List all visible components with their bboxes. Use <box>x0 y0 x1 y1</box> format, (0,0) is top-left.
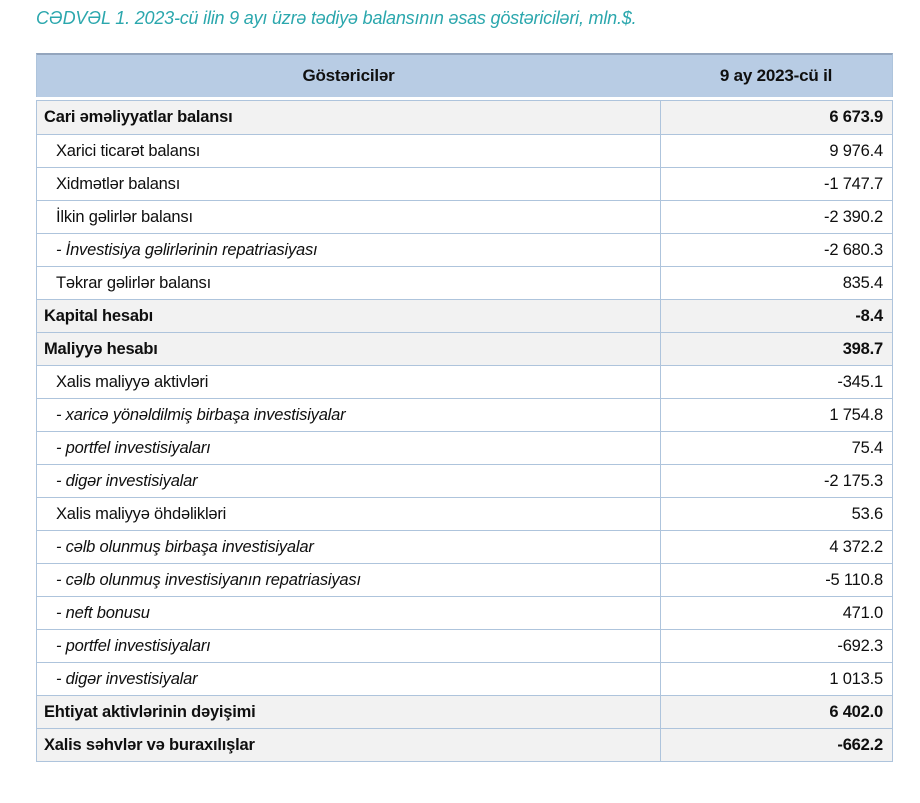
table-row: - portfel investisiyaları -692.3 <box>37 629 892 662</box>
table-row: Xalis maliyyə öhdəlikləri 53.6 <box>37 497 892 530</box>
table-row: Xalis maliyyə aktivləri -345.1 <box>37 365 892 398</box>
row-value: 471.0 <box>660 597 892 629</box>
row-label: Maliyyə hesabı <box>44 339 158 358</box>
row-label: Xalis səhvlər və buraxılışlar <box>44 735 255 754</box>
column-header-indicators: Göstəricilər <box>302 66 395 85</box>
table-header-row: Göstəricilər 9 ay 2023-cü il <box>36 53 893 97</box>
table-row: Ehtiyat aktivlərinin dəyişimi 6 402.0 <box>37 695 892 728</box>
row-value: 9 976.4 <box>660 135 892 167</box>
table-row: Cari əməliyyatlar balansı 6 673.9 <box>37 101 892 134</box>
table-body: Cari əməliyyatlar balansı 6 673.9 Xarici t… <box>36 100 893 762</box>
row-value: -692.3 <box>660 630 892 662</box>
row-value: 6 402.0 <box>660 696 892 728</box>
row-value: -2 390.2 <box>660 201 892 233</box>
row-value: -2 175.3 <box>660 465 892 497</box>
table-row: Xarici ticarət balansı 9 976.4 <box>37 134 892 167</box>
table-row: Maliyyə hesabı 398.7 <box>37 332 892 365</box>
row-label: Ehtiyat aktivlərinin dəyişimi <box>44 702 256 721</box>
row-label: - portfel investisiyaları <box>56 636 211 655</box>
row-label: - xaricə yönəldilmiş birbaşa investisiya… <box>56 405 346 424</box>
row-label: - portfel investisiyaları <box>56 438 211 457</box>
table-row: - xaricə yönəldilmiş birbaşa investisiya… <box>37 398 892 431</box>
table-row: İlkin gəlirlər balansı -2 390.2 <box>37 200 892 233</box>
row-label: Xarici ticarət balansı <box>56 141 201 160</box>
row-value: 1 754.8 <box>660 399 892 431</box>
row-label: Xalis maliyyə aktivləri <box>56 372 209 391</box>
row-value: -8.4 <box>660 300 892 332</box>
table-row: - İnvestisiya gəlirlərinin repatriasiyas… <box>37 233 892 266</box>
row-label: Cari əməliyyatlar balansı <box>44 108 233 126</box>
table-row: Kapital hesabı -8.4 <box>37 299 892 332</box>
row-label: Xalis maliyyə öhdəlikləri <box>56 504 227 523</box>
table-row: Xidmətlər balansı -1 747.7 <box>37 167 892 200</box>
row-label: Xidmətlər balansı <box>56 174 181 193</box>
table-row: - cəlb olunmuş birbaşa investisiyalar 4 3… <box>37 530 892 563</box>
row-label: - neft bonusu <box>56 603 150 622</box>
table-row: Təkrar gəlirlər balansı 835.4 <box>37 266 892 299</box>
row-value: -662.2 <box>660 729 892 761</box>
row-value: 4 372.2 <box>660 531 892 563</box>
row-label: İlkin gəlirlər balansı <box>56 207 193 226</box>
table-row: - portfel investisiyaları 75.4 <box>37 431 892 464</box>
row-label: - İnvestisiya gəlirlərinin repatriasiyas… <box>56 240 318 259</box>
row-value: 53.6 <box>660 498 892 530</box>
table-row: Xalis səhvlər və buraxılışlar -662.2 <box>37 728 892 761</box>
row-label: - digər investisiyalar <box>56 669 198 688</box>
row-value: 1 013.5 <box>660 663 892 695</box>
balance-of-payments-table: Göstəricilər 9 ay 2023-cü il Cari əməliy… <box>36 53 893 762</box>
row-value: 835.4 <box>660 267 892 299</box>
row-value: -2 680.3 <box>660 234 892 266</box>
table-row: - neft bonusu 471.0 <box>37 596 892 629</box>
row-label: Təkrar gəlirlər balansı <box>56 273 211 292</box>
row-value: 75.4 <box>660 432 892 464</box>
table-row: - digər investisiyalar 1 013.5 <box>37 662 892 695</box>
row-value: -5 110.8 <box>660 564 892 596</box>
row-value: -345.1 <box>660 366 892 398</box>
row-label: - cəlb olunmuş investisiyanın repatriasi… <box>56 570 361 589</box>
row-label: - cəlb olunmuş birbaşa investisiyalar <box>56 537 314 556</box>
table-row: - digər investisiyalar -2 175.3 <box>37 464 892 497</box>
table-caption: CƏDVƏL 1. 2023-cü ilin 9 ayı üzrə tədiyə… <box>36 8 637 28</box>
row-value: 6 673.9 <box>660 101 892 134</box>
column-header-period: 9 ay 2023-cü il <box>719 66 833 85</box>
row-value: -1 747.7 <box>660 168 892 200</box>
row-label: Kapital hesabı <box>44 306 154 325</box>
table-row: - cəlb olunmuş investisiyanın repatriasi… <box>37 563 892 596</box>
row-label: - digər investisiyalar <box>56 471 198 490</box>
row-value: 398.7 <box>660 333 892 365</box>
